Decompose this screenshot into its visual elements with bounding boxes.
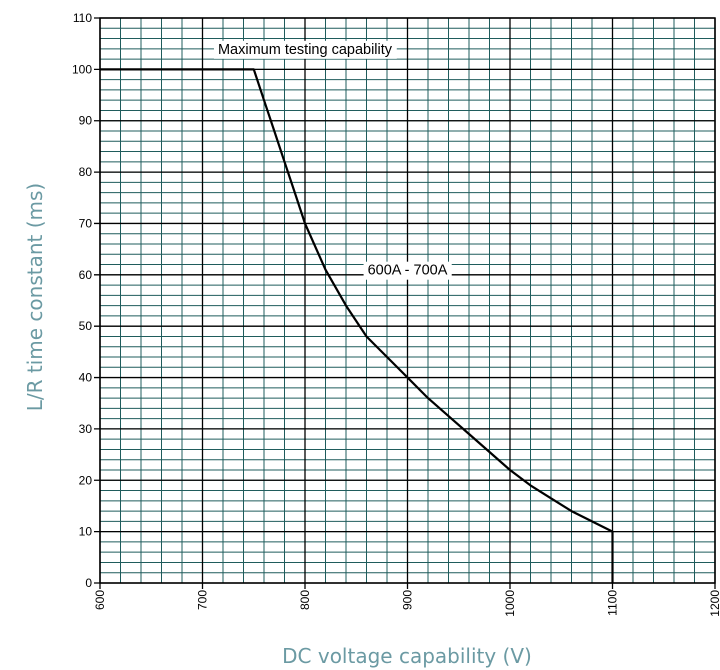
x-tick-label: 1200 xyxy=(708,590,720,617)
x-tick-label: 600 xyxy=(93,590,107,610)
chart-annotation: Maximum testing capability xyxy=(213,40,397,59)
x-axis-title: DC voltage capability (V) xyxy=(282,644,532,668)
y-tick-label: 40 xyxy=(79,371,93,385)
y-tick-label: 0 xyxy=(85,576,92,590)
series-line xyxy=(100,68,614,583)
series-layer xyxy=(100,68,614,583)
annotation-text: Maximum testing capability xyxy=(218,42,393,58)
x-tick-label: 800 xyxy=(298,590,312,610)
annotation-background xyxy=(213,40,397,59)
y-tick-label: 10 xyxy=(79,525,93,539)
y-tick-label: 70 xyxy=(79,216,93,230)
y-tick-label: 100 xyxy=(72,62,92,76)
y-tick-label: 20 xyxy=(79,473,93,487)
x-tick-labels: 600 700 800 900 1000 1100 1200 xyxy=(93,590,720,617)
y-tick-label: 90 xyxy=(79,114,93,128)
y-axis-title: L/R time constant (ms) xyxy=(23,183,47,412)
plot-frame xyxy=(99,17,716,584)
y-tick-label: 60 xyxy=(79,268,93,282)
annotation-background xyxy=(363,261,452,280)
y-tick-label: 80 xyxy=(79,165,93,179)
annotation-layer: Maximum testing capability 600A - 700A xyxy=(213,40,452,280)
x-tick-label: 1000 xyxy=(503,590,517,617)
y-tick-label: 50 xyxy=(79,319,93,333)
annotation-text: 600A - 700A xyxy=(368,263,448,279)
x-tick-label: 1100 xyxy=(606,590,620,616)
x-tick-label: 700 xyxy=(196,590,210,610)
y-tick-label: 110 xyxy=(73,11,92,25)
chart-annotation: 600A - 700A xyxy=(363,261,452,280)
y-tick-labels: 0 10 20 30 40 50 60 70 80 90 100 110 xyxy=(72,11,92,590)
y-tick-label: 30 xyxy=(79,422,93,436)
grid-major xyxy=(94,17,716,589)
x-tick-label: 900 xyxy=(401,590,415,610)
